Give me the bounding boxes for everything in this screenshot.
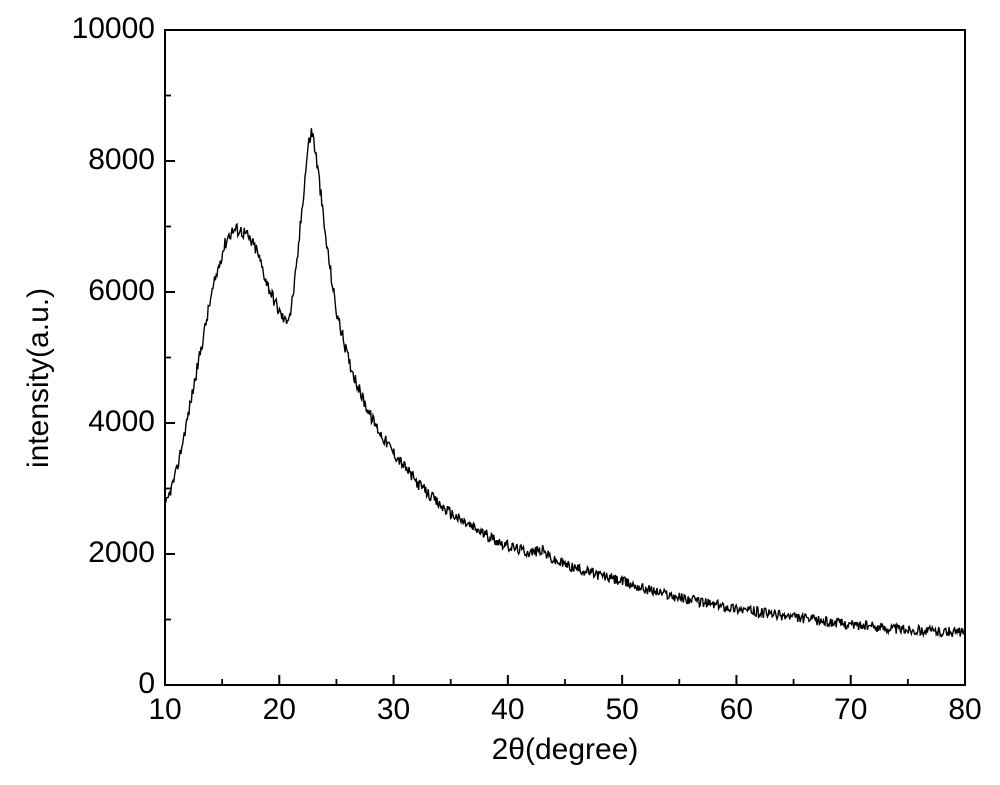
y-tick-label: 4000 [35, 405, 155, 439]
y-axis-label: intensity(a.u.) [22, 287, 56, 467]
y-tick-label: 8000 [35, 143, 155, 177]
y-tick-label: 6000 [35, 274, 155, 308]
y-tick-label: 2000 [35, 536, 155, 570]
xrd-trace [165, 128, 965, 637]
x-tick-label: 80 [925, 693, 1000, 727]
y-tick-label: 10000 [35, 12, 155, 46]
x-tick-label: 70 [811, 693, 891, 727]
xrd-figure: intensity(a.u.) 2θ(degree) 1020304050607… [0, 0, 1000, 785]
x-tick-label: 60 [696, 693, 776, 727]
x-tick-label: 30 [354, 693, 434, 727]
x-tick-label: 20 [239, 693, 319, 727]
y-tick-label: 0 [35, 667, 155, 701]
x-tick-label: 40 [468, 693, 548, 727]
x-axis-label: 2θ(degree) [415, 733, 715, 767]
x-tick-label: 50 [582, 693, 662, 727]
